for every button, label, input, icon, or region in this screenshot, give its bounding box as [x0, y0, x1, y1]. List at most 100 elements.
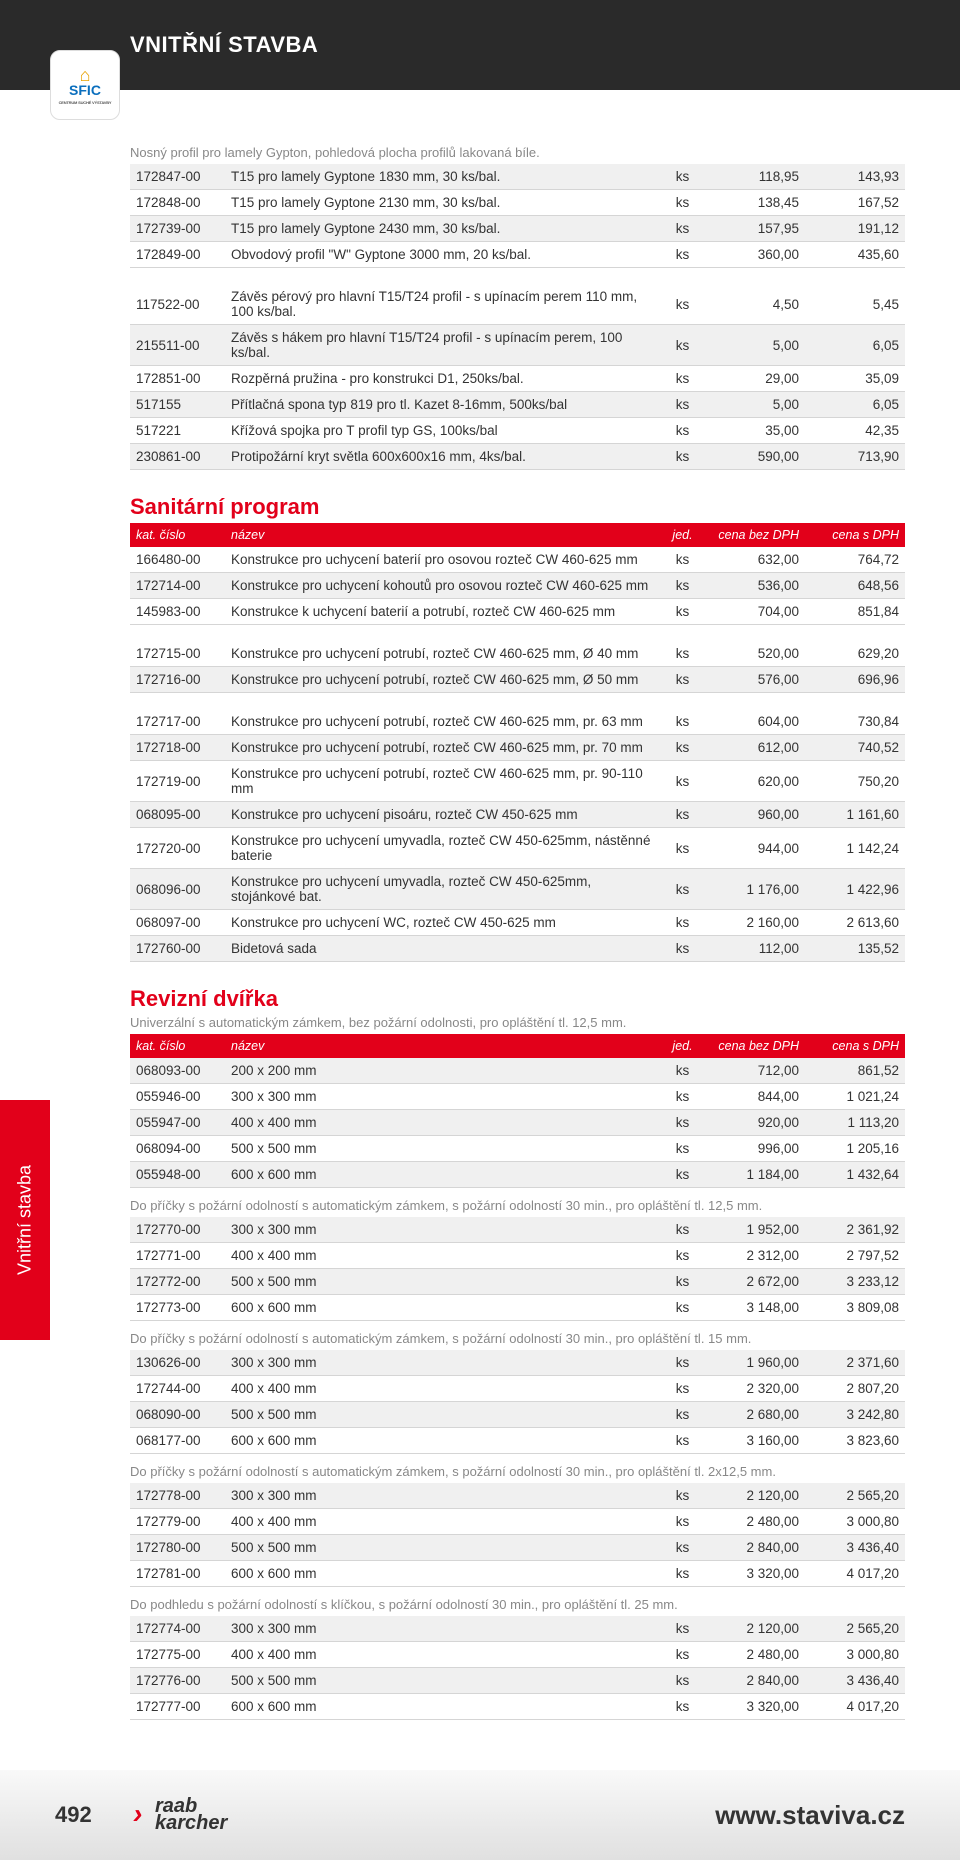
- cell-code: 055948-00: [130, 1162, 225, 1188]
- cell-p2: 3 436,40: [805, 1535, 905, 1561]
- cell-unit: ks: [660, 1350, 705, 1376]
- table-row: 068093-00200 x 200 mmks712,00861,52: [130, 1058, 905, 1084]
- cell-unit: ks: [660, 869, 705, 910]
- cell-code: 517155: [130, 392, 225, 418]
- cell-p2: 764,72: [805, 547, 905, 573]
- table-row: 172719-00Konstrukce pro uchycení potrubí…: [130, 761, 905, 802]
- cell-p2: 143,93: [805, 164, 905, 190]
- cell-p1: 712,00: [705, 1058, 805, 1084]
- cell-unit: ks: [660, 1058, 705, 1084]
- cell-name: 400 x 400 mm: [225, 1376, 660, 1402]
- cell-unit: ks: [660, 444, 705, 470]
- cell-code: 172771-00: [130, 1243, 225, 1269]
- cell-name: 300 x 300 mm: [225, 1217, 660, 1243]
- table-row: 230861-00Protipožární kryt světla 600x60…: [130, 444, 905, 470]
- cell-unit: ks: [660, 392, 705, 418]
- cell-unit: ks: [660, 1269, 705, 1295]
- header: VNITŘNÍ STAVBA: [0, 0, 960, 90]
- cell-p2: 730,84: [805, 709, 905, 735]
- cell-name: T15 pro lamely Gyptone 2430 mm, 30 ks/ba…: [225, 216, 660, 242]
- table-row: 517221Křížová spojka pro T profil typ GS…: [130, 418, 905, 444]
- cell-code: 068177-00: [130, 1428, 225, 1454]
- cell-p1: 1 176,00: [705, 869, 805, 910]
- table-row: 172739-00T15 pro lamely Gyptone 2430 mm,…: [130, 216, 905, 242]
- cell-p1: 1 184,00: [705, 1162, 805, 1188]
- cell-name: 300 x 300 mm: [225, 1616, 660, 1642]
- cell-name: 500 x 500 mm: [225, 1269, 660, 1295]
- cell-unit: ks: [660, 325, 705, 366]
- cell-p1: 2 840,00: [705, 1535, 805, 1561]
- cell-code: 068096-00: [130, 869, 225, 910]
- table-row: 172770-00300 x 300 mmks1 952,002 361,92: [130, 1217, 905, 1243]
- cell-p1: 2 672,00: [705, 1269, 805, 1295]
- cell-code: 172717-00: [130, 709, 225, 735]
- cell-p2: 3 823,60: [805, 1428, 905, 1454]
- cell-p2: 167,52: [805, 190, 905, 216]
- cell-name: Konstrukce pro uchycení potrubí, rozteč …: [225, 735, 660, 761]
- cell-p1: 2 312,00: [705, 1243, 805, 1269]
- cell-name: 500 x 500 mm: [225, 1668, 660, 1694]
- cell-p2: 5,45: [805, 284, 905, 325]
- cell-name: Protipožární kryt světla 600x600x16 mm, …: [225, 444, 660, 470]
- cell-code: 172760-00: [130, 936, 225, 962]
- cell-code: 145983-00: [130, 599, 225, 625]
- cell-code: 172775-00: [130, 1642, 225, 1668]
- cell-p1: 3 160,00: [705, 1428, 805, 1454]
- cell-p2: 4 017,20: [805, 1694, 905, 1720]
- cell-p2: 4 017,20: [805, 1561, 905, 1587]
- cell-unit: ks: [660, 573, 705, 599]
- table-row: 055946-00300 x 300 mmks844,001 021,24: [130, 1084, 905, 1110]
- footer-url: www.staviva.cz: [715, 1800, 905, 1831]
- cell-name: 400 x 400 mm: [225, 1243, 660, 1269]
- cell-p2: 1 422,96: [805, 869, 905, 910]
- cell-name: Konstrukce pro uchycení umyvadla, rozteč…: [225, 828, 660, 869]
- cell-unit: ks: [660, 366, 705, 392]
- content: Nosný profil pro lamely Gypton, pohledov…: [0, 90, 960, 1720]
- cell-p2: 713,90: [805, 444, 905, 470]
- cell-unit: ks: [660, 1084, 705, 1110]
- cell-code: 172848-00: [130, 190, 225, 216]
- sfic-label: SFIC: [69, 82, 101, 98]
- cell-name: 600 x 600 mm: [225, 1162, 660, 1188]
- cell-unit: ks: [660, 1376, 705, 1402]
- raab-karcher-logo: › raab karcher: [155, 1798, 227, 1832]
- cell-p1: 2 320,00: [705, 1376, 805, 1402]
- cell-p2: 2 371,60: [805, 1350, 905, 1376]
- cell-p2: 3 809,08: [805, 1295, 905, 1321]
- cell-p2: 2 565,20: [805, 1616, 905, 1642]
- cell-p2: 191,12: [805, 216, 905, 242]
- cell-p2: 3 436,40: [805, 1668, 905, 1694]
- cell-code: 172718-00: [130, 735, 225, 761]
- cell-p1: 1 952,00: [705, 1217, 805, 1243]
- cell-p1: 157,95: [705, 216, 805, 242]
- cell-unit: ks: [660, 735, 705, 761]
- cell-p2: 1 432,64: [805, 1162, 905, 1188]
- cell-p2: 6,05: [805, 392, 905, 418]
- cell-code: 215511-00: [130, 325, 225, 366]
- cell-name: 500 x 500 mm: [225, 1535, 660, 1561]
- revizni-sub1: Univerzální s automatickým zámkem, bez p…: [130, 1015, 905, 1030]
- cell-code: 130626-00: [130, 1350, 225, 1376]
- page-number: 492: [55, 1802, 135, 1828]
- cell-unit: ks: [660, 641, 705, 667]
- cell-name: Konstrukce pro uchycení umyvadla, rozteč…: [225, 869, 660, 910]
- cell-p1: 3 148,00: [705, 1295, 805, 1321]
- cell-unit: ks: [660, 802, 705, 828]
- cell-name: Bidetová sada: [225, 936, 660, 962]
- cell-code: 068090-00: [130, 1402, 225, 1428]
- cell-name: 500 x 500 mm: [225, 1136, 660, 1162]
- table-row: 172716-00Konstrukce pro uchycení potrubí…: [130, 667, 905, 693]
- table-row: 145983-00Konstrukce k uchycení baterií a…: [130, 599, 905, 625]
- cell-code: 172847-00: [130, 164, 225, 190]
- table-row: 130626-00300 x 300 mmks1 960,002 371,60: [130, 1350, 905, 1376]
- table-row: 172717-00Konstrukce pro uchycení potrubí…: [130, 709, 905, 735]
- revizni-table3: 130626-00300 x 300 mmks1 960,002 371,601…: [130, 1350, 905, 1454]
- cell-p2: 1 161,60: [805, 802, 905, 828]
- cell-unit: ks: [660, 1509, 705, 1535]
- cell-name: 300 x 300 mm: [225, 1084, 660, 1110]
- side-tab: Vnitřní stavba: [0, 1100, 50, 1340]
- cell-unit: ks: [660, 1483, 705, 1509]
- cell-name: 600 x 600 mm: [225, 1428, 660, 1454]
- cell-code: 172777-00: [130, 1694, 225, 1720]
- cell-name: Konstrukce pro uchycení potrubí, rozteč …: [225, 667, 660, 693]
